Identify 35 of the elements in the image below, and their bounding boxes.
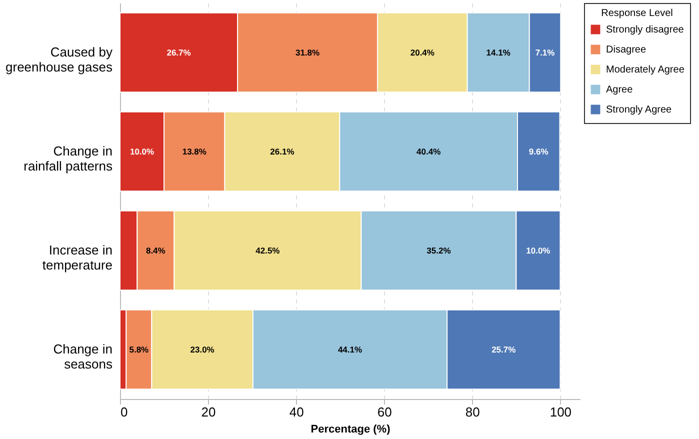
data-label: 31.8% [295,48,320,58]
y-tick-label: Change in rainfall patterns [24,144,113,174]
data-label: 20.4% [410,48,435,58]
data-label: 42.5% [256,246,280,256]
data-label: 26.1% [270,146,295,156]
data-label: 10.0% [526,246,551,256]
data-label: 10.0% [130,146,154,156]
data-label: 14.1% [486,48,511,58]
data-label: 8.4% [146,246,166,256]
legend-label: Strongly disagree [606,24,684,36]
x-tick-label: 40 [289,404,304,420]
legend-label: Disagree [606,44,646,56]
x-tick-label: 0 [120,404,128,420]
data-label: 44.1% [338,344,362,354]
y-tick-label: Caused by greenhouse gases [6,44,113,74]
data-label: 13.8% [182,146,207,156]
legend-label: Agree [606,84,634,96]
x-axis-title: Percentage (%) [310,424,391,436]
y-tick-label: Change in seasons [53,342,113,372]
legend-title: Response Level [601,8,673,19]
data-label: 23.0% [190,344,215,354]
data-label: 40.4% [416,146,442,156]
data-label: 26.7% [166,48,192,58]
data-label: 35.2% [426,246,452,256]
x-tick-label: 60 [377,404,392,420]
data-label: 5.8% [129,344,150,354]
data-label: 25.7% [492,344,516,354]
legend-label: Strongly Agree [606,104,672,116]
x-tick-label: 100 [550,404,572,420]
x-tick-label: 20 [201,404,216,420]
data-label: 7.1% [535,48,556,58]
y-tick-label: Increase in temperature [42,242,112,272]
legend-label: Moderately Agree [606,64,685,76]
x-tick-label: 80 [465,404,480,420]
data-label: 9.6% [528,146,549,156]
